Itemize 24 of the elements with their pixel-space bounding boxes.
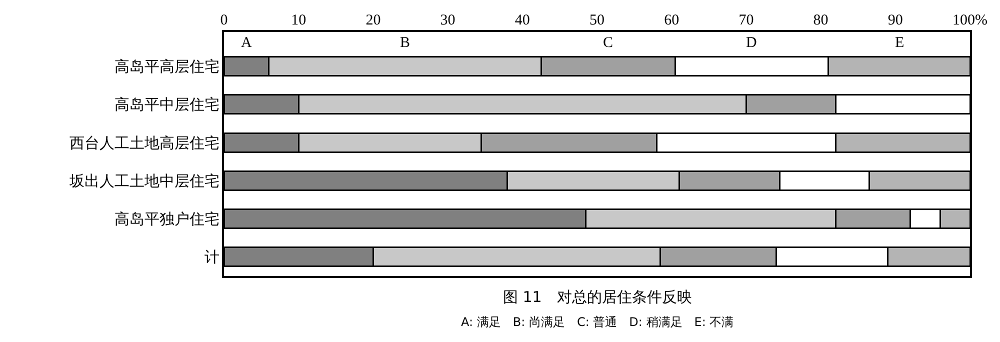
series-label: B	[400, 35, 410, 51]
y-tick-label: 西台人工土地高层住宅	[69, 134, 220, 152]
series-label: A	[241, 35, 252, 51]
y-tick-label: 高岛平高层住宅	[114, 58, 220, 76]
x-tick-label: 20	[366, 12, 381, 28]
y-tick-label: 高岛平独户住宅	[114, 210, 220, 228]
text: 图 11 对总的居住条件反映	[503, 288, 692, 306]
x-tick-label: 50	[590, 12, 604, 28]
x-tick-label: 10	[291, 12, 306, 28]
y-tick-label: 坂出人工土地中层住宅	[68, 172, 220, 190]
x-tick-label: 0	[220, 12, 228, 28]
x-tick-label: 30	[440, 12, 456, 28]
x-tick-label: 80	[813, 12, 828, 28]
y-tick-label: 计	[204, 248, 220, 266]
x-tick-label: 90	[888, 12, 903, 28]
x-tick-label: 40	[514, 12, 530, 28]
x-tick-label: 70	[738, 12, 754, 28]
series-label: D	[746, 35, 757, 51]
x-tick-label: 60	[664, 12, 680, 28]
x-tick-label: 100%	[952, 12, 988, 28]
series-label: C	[603, 35, 614, 51]
series-label: E	[895, 35, 904, 51]
y-tick-label: 高岛平中层住宅	[114, 96, 220, 114]
text: A: 满足 B: 尚满足 C: 普通 D: 稍满足 E: 不满	[461, 315, 734, 329]
